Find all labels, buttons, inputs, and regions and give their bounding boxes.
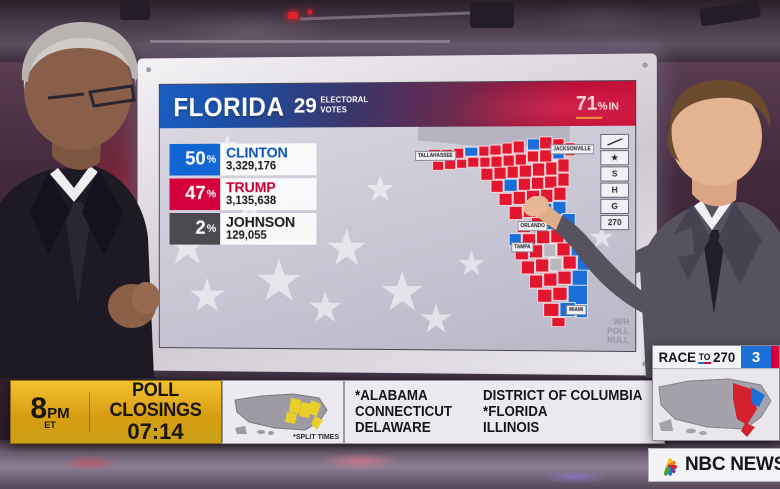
race-word: RACE	[658, 349, 696, 365]
clock-time: 8PM ET	[11, 391, 89, 430]
race-accent-cap	[771, 346, 779, 368]
state-header-bar: FLORIDA 29 ELECTORAL VOTES 71%IN	[159, 81, 636, 129]
percent-sign: %	[597, 100, 608, 113]
ceiling-indicator-light	[288, 12, 298, 19]
star-decoration: ★	[324, 219, 369, 276]
electoral-votes-label: ELECTORAL VOTES	[320, 94, 369, 114]
ev-label-line1: ELECTORAL	[320, 94, 369, 105]
state-name: FLORIDA	[173, 91, 285, 123]
floor-light-reflection	[540, 470, 610, 484]
candidate-info-trump: TRUMP 3,135,638	[220, 178, 317, 211]
percent-reporting-label: IN	[608, 101, 619, 113]
floor-light-reflection	[60, 455, 120, 471]
ticker-clock-panel: 8PM ET POLL CLOSINGS 07:14	[10, 380, 222, 444]
anchor-left	[0, 6, 161, 378]
watermark-line-2: POLL	[607, 326, 630, 336]
candidate-info-johnson: JOHNSON 129,055	[220, 213, 317, 245]
city-label-jacksonville: JACKSONVILLE	[550, 144, 594, 155]
johnson-percent: 2	[195, 217, 206, 239]
city-label-tallahassee: TALLAHASSEE	[415, 150, 456, 161]
candidate-votes-johnson: 129,055	[226, 229, 267, 242]
clock-timezone: ET	[44, 419, 56, 430]
percent-reporting-number: 71	[575, 93, 598, 115]
electoral-votes-count: 29	[293, 94, 317, 118]
star-decoration: ★	[364, 167, 397, 210]
state-column-1: *ALABAMA CONNECTICUT DELAWARE	[355, 388, 452, 436]
poll-closings-block: POLL CLOSINGS 07:14	[90, 381, 221, 443]
ceiling-equipment	[120, 0, 150, 20]
ceiling-indicator-light	[308, 10, 312, 14]
race-title: RACE TO 270	[653, 349, 736, 365]
star-decoration: ★	[253, 248, 305, 314]
clock-meridiem: PM	[47, 404, 70, 422]
state-item: *FLORIDA	[482, 404, 548, 420]
bezel-screw	[642, 62, 648, 68]
race-us-map	[653, 369, 779, 440]
trump-percent-symbol: %	[206, 188, 217, 201]
candidate-name-johnson: JOHNSON	[226, 214, 296, 231]
percent-chip-trump: 47%	[169, 178, 221, 211]
state-item: ILLINOIS	[482, 420, 539, 436]
star-icon[interactable]: ★	[600, 150, 630, 166]
network-name: NBC NEWS	[685, 454, 780, 475]
candidate-votes-trump: 3,135,638	[226, 195, 277, 208]
split-times-caption: *SPLIT TIMES	[293, 434, 339, 441]
watermark-line-3: NULL	[607, 335, 630, 345]
to-word: TO	[697, 352, 712, 364]
s-button[interactable]: S	[600, 166, 630, 182]
anchor-right	[576, 78, 780, 378]
state-item: DISTRICT OF COLUMBIA	[482, 388, 642, 404]
network-logo-bug: NBC NEWS	[648, 448, 780, 482]
star-decoration: ★	[186, 269, 228, 321]
star-decoration: ★	[306, 283, 344, 331]
ticker-divider	[89, 392, 90, 432]
peacock-logo-icon	[659, 456, 679, 476]
clinton-percent-symbol: %	[206, 153, 217, 166]
ev-label-line2: VOTES	[320, 103, 348, 114]
poll-closings-label: POLL CLOSINGS	[109, 380, 202, 421]
johnson-percent-symbol: %	[206, 222, 217, 235]
candidate-name-clinton: CLINTON	[226, 145, 288, 162]
result-row-johnson[interactable]: 2% JOHNSON 129,055	[169, 213, 317, 245]
state-column-2: DISTRICT OF COLUMBIA *FLORIDA ILLINOIS	[483, 388, 642, 436]
line-tool-icon[interactable]	[600, 133, 630, 150]
percent-chip-clinton: 50%	[169, 143, 221, 176]
state-item: DELAWARE	[355, 420, 431, 436]
percent-reporting: 71%IN	[575, 93, 619, 119]
result-row-clinton[interactable]: 50% CLINTON 3,329,176	[169, 143, 317, 176]
candidate-votes-clinton: 3,329,176	[226, 160, 277, 173]
clock-hour: 8	[30, 391, 48, 425]
floor-light-reflection	[320, 452, 400, 470]
poll-closings-countdown: 07:14	[127, 419, 184, 444]
race-to-270-panel[interactable]: RACE TO 270 3	[652, 345, 780, 441]
percent-chip-johnson: 2%	[169, 213, 221, 245]
trump-percent: 47	[185, 183, 206, 205]
candidate-info-clinton: CLINTON 3,329,176	[220, 143, 317, 176]
closing-states-panel: *ALABAMA CONNECTICUT DELAWARE DISTRICT O…	[344, 380, 665, 444]
result-row-trump[interactable]: 47% TRUMP 3,135,638	[169, 178, 317, 211]
ticker-us-map[interactable]: *SPLIT TIMES	[222, 380, 344, 444]
poll-closings-ticker: 8PM ET POLL CLOSINGS 07:14 *SPLIT TI	[10, 380, 665, 444]
clinton-percent: 50	[185, 148, 206, 170]
race-header: RACE TO 270 3	[653, 346, 779, 369]
pointing-arm	[523, 196, 688, 326]
ceiling-equipment	[470, 2, 514, 28]
state-item: CONNECTICUT	[355, 404, 453, 420]
race-count-badge: 3	[741, 346, 771, 368]
270-word: 270	[713, 349, 736, 365]
ceiling-pipe	[150, 40, 450, 43]
state-item: *ALABAMA	[355, 388, 428, 404]
results-panel: 50% CLINTON 3,329,176 47% TRUMP	[169, 143, 317, 248]
candidate-name-trump: TRUMP	[226, 180, 276, 197]
percent-underline	[575, 116, 603, 119]
